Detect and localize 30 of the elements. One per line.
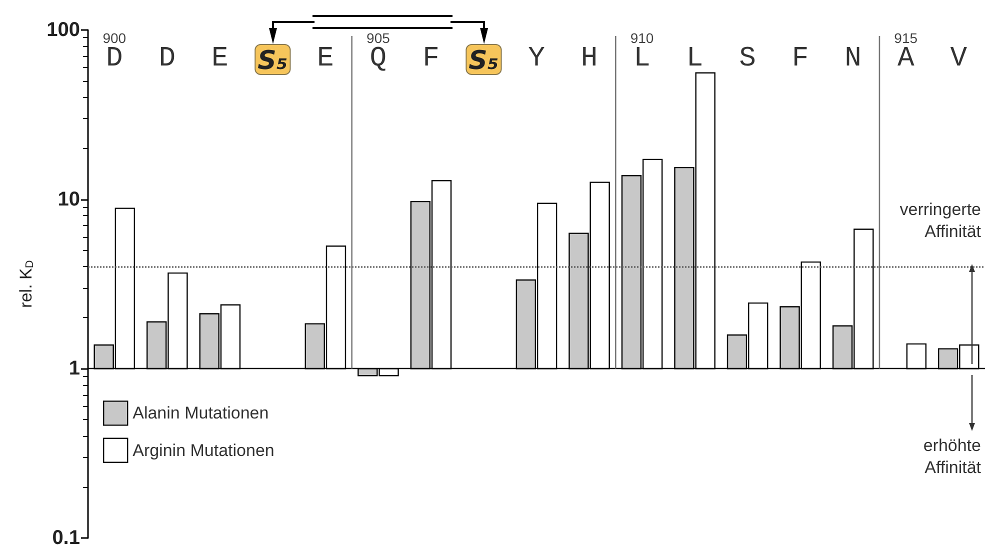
x-tick-label: N — [844, 44, 862, 74]
y-tick-label: 100 — [46, 19, 80, 41]
x2-tick-label: 915 — [894, 30, 918, 46]
x-tick-label: S — [739, 44, 756, 74]
legend-label: Alanin Mutationen — [132, 404, 269, 423]
x-tick-label: A — [897, 44, 914, 74]
x2-tick-label: 905 — [366, 30, 390, 46]
x-tick-label: D — [158, 44, 176, 74]
x-tick-label: F — [422, 44, 440, 74]
y-axis-title: rel. KD — [16, 260, 36, 308]
x-tick-label: E — [317, 44, 334, 74]
x-tick-label: S₅ — [258, 46, 288, 76]
x-tick-label: S₅ — [468, 46, 499, 76]
x-tick-label: L — [686, 44, 704, 74]
annotation: verringerte Affinität — [898, 198, 981, 243]
x-tick-label: L — [634, 44, 650, 74]
x-tick-label: F — [792, 44, 809, 74]
x-tick-label: V — [950, 44, 968, 74]
x2-tick-label: 910 — [630, 30, 654, 46]
y-tick-label: 1 — [68, 358, 80, 380]
legend-label: Arginin Mutationen — [132, 440, 274, 460]
x-tick-label: D — [106, 44, 123, 74]
y-tick-label: 10 — [58, 188, 80, 210]
x-tick-label: Y — [528, 44, 546, 74]
annotation: erhöhte Affinität — [922, 434, 981, 479]
x-tick-label: E — [212, 44, 228, 74]
x2-tick-label: 900 — [102, 30, 126, 46]
y-tick-label: 0.1 — [52, 527, 80, 548]
x-tick-label: Q — [370, 44, 387, 74]
x-tick-label: H — [580, 44, 598, 74]
